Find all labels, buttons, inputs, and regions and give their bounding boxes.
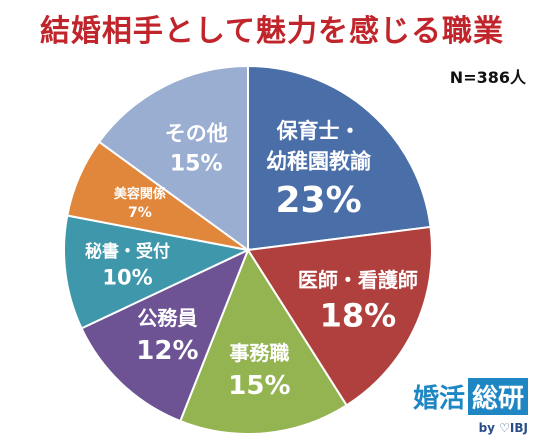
slice-category-label: その他	[165, 121, 228, 145]
pie-labels: 保育士・幼稚園教諭 23% 医師・看護師 18% 事務職 15% 公務員 12% 秘書・受付 10…	[85, 119, 418, 401]
slice-value-label: 23%	[275, 180, 361, 221]
slice-value-label: 15%	[228, 371, 290, 401]
slice-value-label: 10%	[102, 265, 152, 289]
logo-text-konkatsu: 婚活	[412, 384, 465, 414]
pie-slice	[63, 214, 252, 330]
chart-title: 結婚相手として魅力を感じる職業	[39, 14, 505, 49]
slice-category-label: 秘書・受付	[85, 241, 170, 262]
pie-slice	[97, 64, 249, 252]
slice-category-label: 医師・看護師	[298, 268, 418, 292]
slice-value-label: 15%	[170, 152, 223, 177]
pie-slice	[246, 225, 433, 407]
slice-value-label: 12%	[136, 336, 198, 366]
slice-category-label: 保育士・	[276, 119, 361, 143]
slice-value-label: 18%	[320, 297, 397, 335]
pie-slice	[178, 247, 348, 435]
pie-slice	[247, 64, 432, 252]
logo-byline: by ♡IBJ	[478, 421, 528, 435]
logo-text-souken: 総研	[467, 378, 528, 415]
slice-category-label: 公務員	[137, 306, 197, 330]
slice-value-label: 7%	[128, 205, 152, 221]
brand-logo: 婚活 総研	[410, 378, 528, 415]
pie-slice	[80, 248, 250, 423]
sample-size-label: N=386人	[449, 68, 526, 87]
slice-category-label: 美容関係	[114, 186, 166, 202]
slice-category-label: 事務職	[229, 341, 289, 365]
slice-category-label: 幼稚園教諭	[266, 149, 372, 173]
pie-slices	[63, 64, 433, 435]
